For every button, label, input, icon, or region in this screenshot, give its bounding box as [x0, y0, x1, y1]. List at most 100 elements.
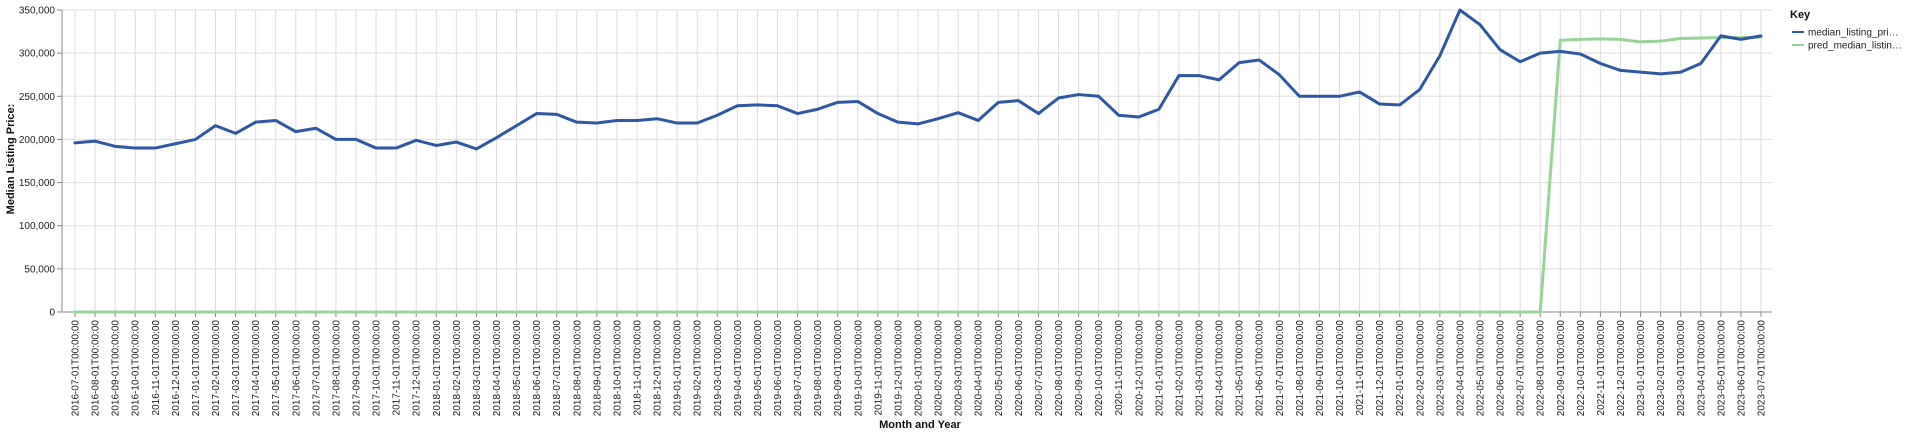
- x-tick-label: 2016-07-01T00:00:00: [71, 320, 82, 417]
- x-tick-label: 2023-05-01T00:00:00: [1716, 320, 1727, 417]
- y-tick-label: 50,000: [24, 264, 55, 275]
- x-tick-label: 2017-07-01T00:00:00: [311, 320, 322, 417]
- x-tick-label: 2018-06-01T00:00:00: [532, 320, 543, 417]
- x-tick-label: 2022-10-01T00:00:00: [1576, 320, 1587, 417]
- x-tick-label: 2021-12-01T00:00:00: [1375, 320, 1386, 417]
- legend-label: median_listing_pri…: [1808, 28, 1899, 39]
- x-tick-label: 2022-02-01T00:00:00: [1415, 320, 1426, 417]
- x-tick-label: 2021-08-01T00:00:00: [1295, 320, 1306, 417]
- x-tick-label: 2020-06-01T00:00:00: [1014, 320, 1025, 417]
- x-tick-label: 2020-05-01T00:00:00: [994, 320, 1005, 417]
- x-tick-label: 2019-09-01T00:00:00: [833, 320, 844, 417]
- legend-title: Key: [1790, 9, 1811, 21]
- x-tick-label: 2021-01-01T00:00:00: [1154, 320, 1165, 417]
- y-tick-label: 0: [49, 308, 55, 319]
- x-tick-label: 2021-05-01T00:00:00: [1235, 320, 1246, 417]
- x-tick-label: 2020-08-01T00:00:00: [1054, 320, 1065, 417]
- x-tick-label: 2017-12-01T00:00:00: [412, 320, 423, 417]
- x-tick-label: 2018-04-01T00:00:00: [492, 320, 503, 417]
- x-tick-label: 2020-10-01T00:00:00: [1094, 320, 1105, 417]
- x-tick-label: 2017-10-01T00:00:00: [372, 320, 383, 417]
- x-tick-label: 2018-03-01T00:00:00: [472, 320, 483, 417]
- x-tick-label: 2022-06-01T00:00:00: [1496, 320, 1507, 417]
- x-tick-label: 2021-04-01T00:00:00: [1215, 320, 1226, 417]
- x-tick-label: 2019-10-01T00:00:00: [853, 320, 864, 417]
- x-tick-label: 2017-11-01T00:00:00: [392, 320, 403, 416]
- x-tick-label: 2019-01-01T00:00:00: [673, 320, 684, 417]
- x-tick-label: 2021-03-01T00:00:00: [1195, 320, 1206, 417]
- x-tick-label: 2017-09-01T00:00:00: [352, 320, 363, 417]
- x-tick-label: 2023-02-01T00:00:00: [1656, 320, 1667, 417]
- x-tick-label: 2018-10-01T00:00:00: [612, 320, 623, 417]
- x-tick-label: 2017-04-01T00:00:00: [251, 320, 262, 417]
- x-tick-label: 2023-04-01T00:00:00: [1696, 320, 1707, 417]
- x-tick-label: 2016-08-01T00:00:00: [91, 320, 102, 417]
- x-tick-label: 2020-07-01T00:00:00: [1034, 320, 1045, 417]
- x-tick-label: 2020-04-01T00:00:00: [974, 320, 985, 417]
- y-tick-label: 150,000: [19, 178, 56, 189]
- x-tick-label: 2021-07-01T00:00:00: [1275, 320, 1286, 417]
- x-tick-label: 2019-08-01T00:00:00: [813, 320, 824, 417]
- series-line-1: [73, 8, 1763, 151]
- x-tick-label: 2021-02-01T00:00:00: [1174, 320, 1185, 417]
- x-tick-label: 2020-12-01T00:00:00: [1134, 320, 1145, 417]
- x-tick-label: 2019-07-01T00:00:00: [793, 320, 804, 417]
- series-line-2: [73, 35, 1763, 314]
- x-tick-label: 2016-09-01T00:00:00: [111, 320, 122, 417]
- x-tick-label: 2022-08-01T00:00:00: [1536, 320, 1547, 417]
- x-tick-label: 2018-12-01T00:00:00: [653, 320, 664, 417]
- x-tick-label: 2019-11-01T00:00:00: [873, 320, 884, 416]
- x-tick-label: 2021-06-01T00:00:00: [1255, 320, 1266, 417]
- x-tick-label: 2017-01-01T00:00:00: [191, 320, 202, 417]
- y-axis: 0 50,000 100,000 150,000 200,000 250,000 300,0…: [19, 6, 63, 319]
- y-tick-label: 300,000: [19, 49, 56, 60]
- x-tick-label: 2016-11-01T00:00:00: [151, 320, 162, 416]
- x-tick-label: 2016-10-01T00:00:00: [131, 320, 142, 417]
- x-tick-label: 2017-06-01T00:00:00: [291, 320, 302, 417]
- x-tick-label: 2020-01-01T00:00:00: [914, 320, 925, 417]
- x-tick-label: 2023-01-01T00:00:00: [1636, 320, 1647, 417]
- x-tick-label: 2021-09-01T00:00:00: [1315, 320, 1326, 417]
- x-axis-title: Month and Year: [879, 419, 961, 431]
- x-tick-label: 2018-07-01T00:00:00: [552, 320, 563, 417]
- x-tick-label: 2019-03-01T00:00:00: [713, 320, 724, 417]
- x-tick-label: 2022-05-01T00:00:00: [1476, 320, 1487, 417]
- x-tick-label: 2022-11-01T00:00:00: [1596, 320, 1607, 416]
- x-tick-label: 2018-01-01T00:00:00: [432, 320, 443, 417]
- x-tick-label: 2022-03-01T00:00:00: [1435, 320, 1446, 417]
- x-tick-label: 2021-10-01T00:00:00: [1335, 320, 1346, 417]
- x-axis: 2016-07-01T00:00:00 2016-08-01T00:00:00 20…: [62, 311, 1772, 417]
- x-tick-label: 2018-08-01T00:00:00: [572, 320, 583, 417]
- x-tick-label: 2020-11-01T00:00:00: [1114, 320, 1125, 416]
- x-tick-label: 2022-09-01T00:00:00: [1556, 320, 1567, 417]
- x-tick-label: 2018-02-01T00:00:00: [452, 320, 463, 417]
- x-tick-label: 2022-01-01T00:00:00: [1395, 320, 1406, 417]
- x-tick-label: 2020-09-01T00:00:00: [1074, 320, 1085, 417]
- x-tick-label: 2019-04-01T00:00:00: [733, 320, 744, 417]
- x-tick-label: 2018-09-01T00:00:00: [592, 320, 603, 417]
- x-tick-label: 2018-05-01T00:00:00: [512, 320, 523, 417]
- x-tick-label: 2022-04-01T00:00:00: [1455, 320, 1466, 417]
- x-tick-label: 2019-05-01T00:00:00: [753, 320, 764, 417]
- x-tick-label: 2019-12-01T00:00:00: [893, 320, 904, 417]
- y-tick-label: 350,000: [19, 6, 56, 17]
- x-tick-label: 2017-02-01T00:00:00: [211, 320, 222, 417]
- x-tick-label: 2020-02-01T00:00:00: [934, 320, 945, 417]
- x-tick-label: 2020-03-01T00:00:00: [954, 320, 965, 417]
- y-tick-label: 200,000: [19, 135, 56, 146]
- x-tick-label: 2016-12-01T00:00:00: [171, 320, 182, 417]
- x-tick-label: 2017-03-01T00:00:00: [231, 320, 242, 417]
- x-tick-label: 2017-05-01T00:00:00: [271, 320, 282, 417]
- x-tick-label: 2017-08-01T00:00:00: [331, 320, 342, 417]
- y-tick-label: 250,000: [19, 92, 56, 103]
- x-tick-label: 2022-12-01T00:00:00: [1616, 320, 1627, 417]
- x-tick-label: 2019-02-01T00:00:00: [693, 320, 704, 417]
- x-tick-label: 2022-07-01T00:00:00: [1516, 320, 1527, 417]
- x-tick-label: 2023-03-01T00:00:00: [1676, 320, 1687, 417]
- x-tick-label: 2019-06-01T00:00:00: [773, 320, 784, 417]
- x-tick-label: 2021-11-01T00:00:00: [1355, 320, 1366, 416]
- x-tick-label: 2023-06-01T00:00:00: [1736, 320, 1747, 417]
- legend-label: pred_median_listin…: [1808, 41, 1902, 52]
- x-tick-label: 2023-07-01T00:00:00: [1757, 320, 1768, 417]
